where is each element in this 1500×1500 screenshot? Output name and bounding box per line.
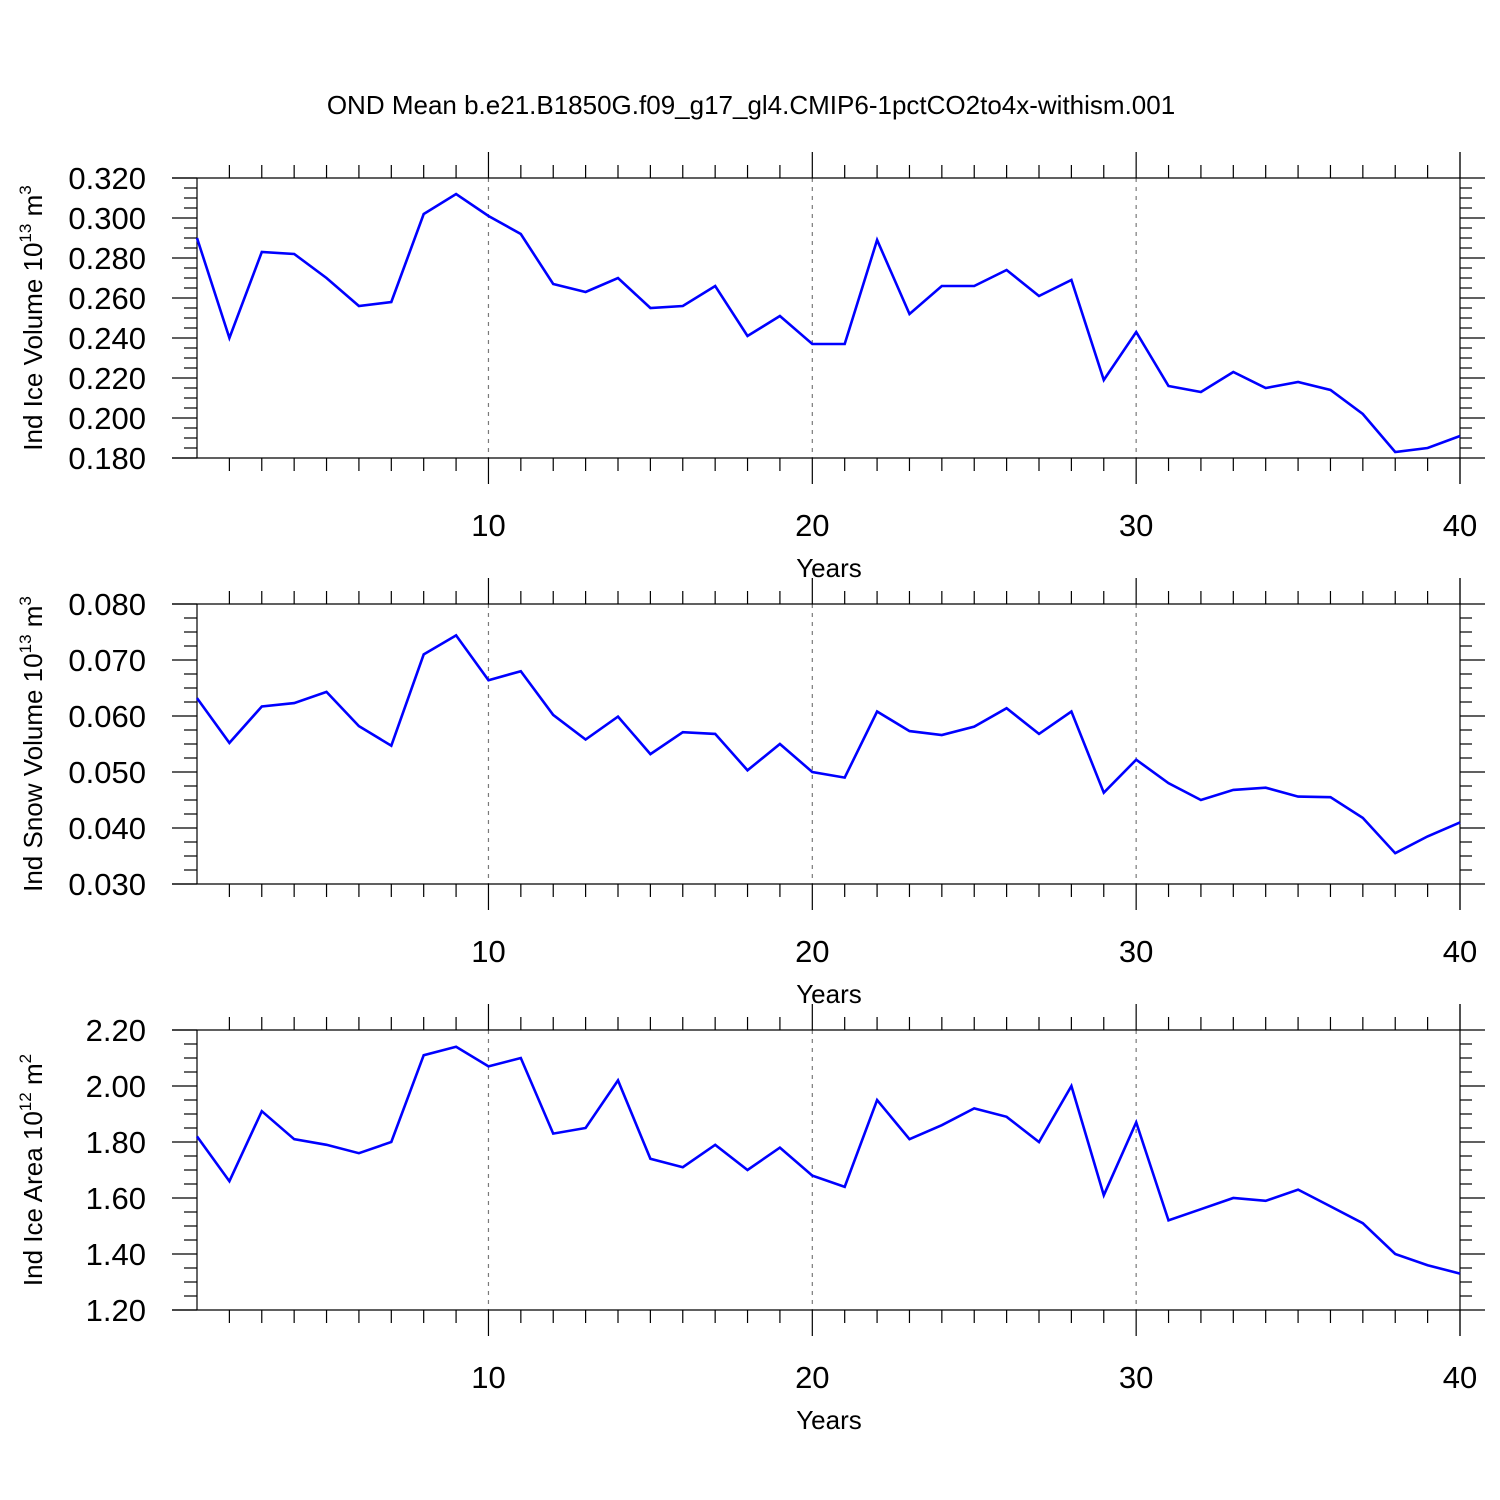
x-tick-label: 30 — [1119, 934, 1153, 969]
y-axis-label-main: Ind Ice Area 10 — [18, 1111, 48, 1286]
x-axis-label: Years — [796, 553, 862, 583]
y-tick-label: 0.300 — [68, 201, 146, 236]
panel-3: 10 20 30 40 Years 1.20 1.40 1.60 1.80 2.00 2.20 Ind… — [16, 1004, 1485, 1435]
series-line — [195, 633, 1461, 855]
y-tick-label: 0.320 — [68, 161, 146, 196]
y-tick-label: 2.00 — [86, 1069, 146, 1104]
panel-2: 10 20 30 40 Years 0.030 0.040 0.050 0.060 0.070 0.… — [16, 578, 1485, 1009]
x-tick-label: 30 — [1119, 508, 1153, 543]
x-axis-label: Years — [796, 979, 862, 1009]
x-tick-label: 40 — [1443, 934, 1477, 969]
y-axis-label-main: Ind Snow Volume 10 — [18, 653, 48, 892]
y-axis-label-unit: m — [18, 1063, 48, 1092]
panels: 10 20 30 40 Years 0.180 0.200 0.220 0.240 0.260 0.… — [16, 152, 1485, 1435]
y-axis-label-unit-exp: 3 — [16, 185, 35, 194]
y-tick-label: 1.60 — [86, 1181, 146, 1216]
y-tick-label: 0.030 — [68, 867, 146, 902]
y-tick-label: 0.240 — [68, 321, 146, 356]
x-axis-label: Years — [796, 1405, 862, 1435]
y-tick-label: 1.20 — [86, 1293, 146, 1328]
y-tick-label: 0.260 — [68, 281, 146, 316]
y-axis-label: Ind Snow Volume 1013 m3 — [16, 596, 48, 892]
series-line — [195, 1045, 1461, 1275]
y-tick-label: 0.080 — [68, 587, 146, 622]
x-tick-label: 40 — [1443, 1360, 1477, 1395]
x-tick-label: 30 — [1119, 1360, 1153, 1395]
y-axis-label-main: Ind Ice Volume 10 — [18, 243, 48, 451]
y-tick-label: 0.200 — [68, 401, 146, 436]
y-axis-label: Ind Ice Volume 1013 m3 — [16, 185, 48, 450]
y-tick-label: 0.070 — [68, 643, 146, 678]
x-tick-label: 20 — [795, 934, 829, 969]
x-tick-label: 20 — [795, 508, 829, 543]
y-axis-label-unit: m — [18, 195, 48, 224]
y-axis-label-unit-exp: 2 — [16, 1054, 35, 1063]
y-axis-label: Ind Ice Area 1012 m2 — [16, 1054, 48, 1286]
x-tick-label: 10 — [471, 1360, 505, 1395]
y-tick-label: 1.80 — [86, 1125, 146, 1160]
y-axis-label-unit: m — [18, 606, 48, 635]
x-tick-label: 10 — [471, 508, 505, 543]
x-tick-label: 10 — [471, 934, 505, 969]
x-tick-label: 40 — [1443, 508, 1477, 543]
y-tick-label: 0.050 — [68, 755, 146, 790]
y-tick-label: 0.280 — [68, 241, 146, 276]
y-axis-label-unit-exp: 3 — [16, 596, 35, 605]
y-axis-label-exp: 12 — [16, 1092, 35, 1111]
y-axis-label-exp: 13 — [16, 224, 35, 243]
y-tick-label: 1.40 — [86, 1237, 146, 1272]
y-tick-label: 0.040 — [68, 811, 146, 846]
x-tick-label: 20 — [795, 1360, 829, 1395]
panel-1: 10 20 30 40 Years 0.180 0.200 0.220 0.240 0.260 0.… — [16, 152, 1485, 583]
y-tick-label: 0.220 — [68, 361, 146, 396]
y-tick-label: 0.180 — [68, 441, 146, 476]
y-axis-label-exp: 13 — [16, 634, 35, 653]
y-tick-label: 2.20 — [86, 1013, 146, 1048]
series-line — [195, 192, 1461, 454]
figure-title: OND Mean b.e21.B1850G.f09_g17_gl4.CMIP6-… — [327, 90, 1175, 120]
y-tick-label: 0.060 — [68, 699, 146, 734]
